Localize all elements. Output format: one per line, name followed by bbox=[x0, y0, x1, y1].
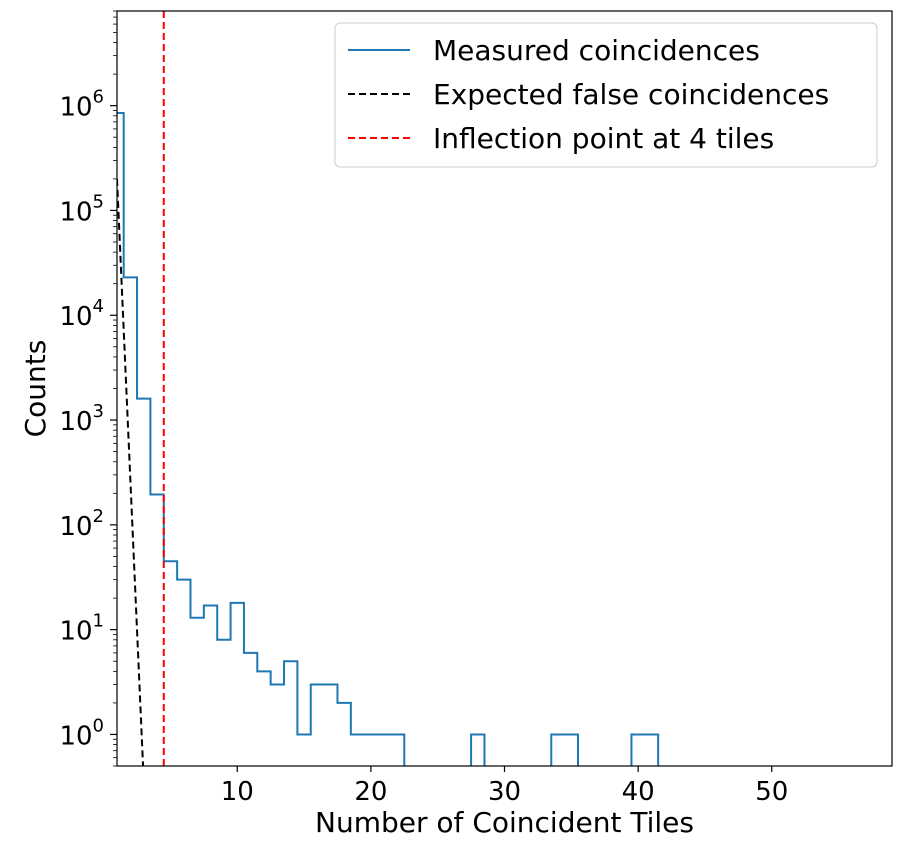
legend-label: Measured coincidences bbox=[433, 34, 760, 67]
legend-box bbox=[334, 22, 878, 168]
y-axis-label: Counts bbox=[19, 340, 52, 438]
x-tick-label: 40 bbox=[622, 777, 655, 807]
legend-label: Expected false coincidences bbox=[433, 78, 829, 111]
legend-label: Inflection point at 4 tiles bbox=[433, 122, 774, 155]
y-tick-label: 102 bbox=[59, 506, 104, 542]
y-tick-label: 105 bbox=[59, 191, 104, 227]
x-tick-label: 30 bbox=[488, 777, 521, 807]
series-expected-false-coincidences bbox=[117, 178, 145, 766]
x-tick-label: 50 bbox=[755, 777, 788, 807]
axis-ticks: 10 20 30 40 50 100 101 102 103 104 105 106 bbox=[59, 10, 788, 807]
x-tick-label: 20 bbox=[354, 777, 387, 807]
y-tick-label: 100 bbox=[59, 715, 104, 751]
plot-area bbox=[117, 11, 660, 766]
y-tick-label: 104 bbox=[59, 296, 104, 332]
x-axis-label: Number of Coincident Tiles bbox=[315, 806, 694, 839]
series-measured-coincidences bbox=[117, 112, 660, 766]
y-tick-label: 103 bbox=[59, 401, 104, 437]
x-tick-label: 10 bbox=[221, 777, 254, 807]
y-tick-label: 106 bbox=[59, 87, 104, 123]
y-tick-label: 101 bbox=[59, 611, 104, 647]
legend: Measured coincidences Expected false coin… bbox=[334, 22, 878, 168]
